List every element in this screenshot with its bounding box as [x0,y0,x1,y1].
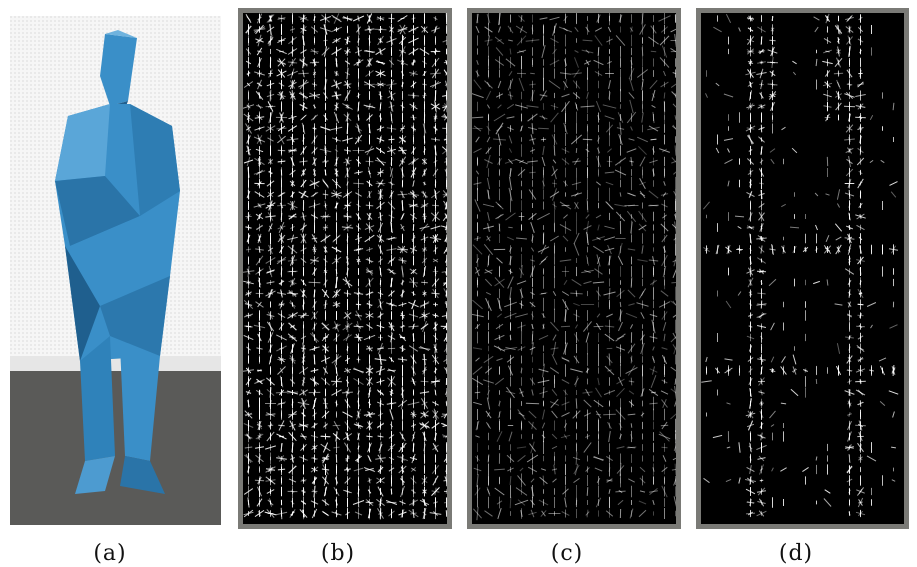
hog-panel-c [467,8,681,529]
statue-photo [10,16,221,525]
hog-visualization-full [243,13,447,520]
statue-figure [55,30,180,494]
hog-visualization-sparse [472,13,676,521]
photo-panel-a [10,16,221,525]
caption-a: (a) [93,541,127,566]
hog-panel-d [696,8,909,529]
hog-visualization-outline [701,13,899,518]
caption-d: (d) [778,541,814,566]
caption-b: (b) [320,541,356,566]
floor [10,371,221,525]
caption-c: (c) [550,541,584,566]
hog-panel-b [238,8,452,529]
